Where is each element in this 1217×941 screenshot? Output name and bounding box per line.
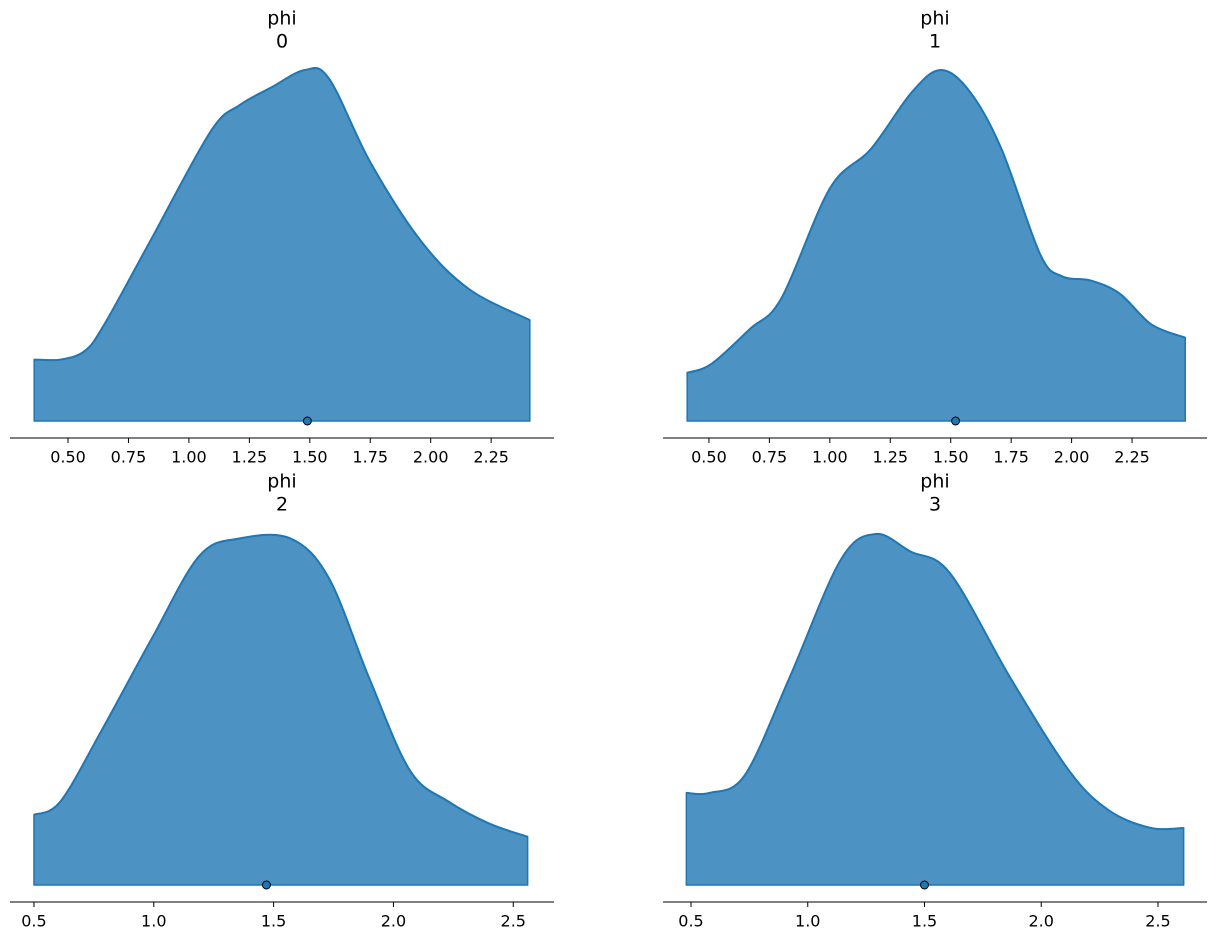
panel-title: phi (267, 471, 296, 493)
x-tick-label: 0.50 (691, 448, 727, 467)
panel-title: phi (920, 8, 949, 30)
x-tick-label: 2.5 (501, 912, 526, 931)
x-tick-label: 0.75 (111, 448, 147, 467)
density-area (33, 67, 531, 422)
x-tick-label: 2.25 (1114, 448, 1150, 467)
point-estimate (919, 880, 929, 890)
x-tick-label: 1.50 (933, 448, 969, 467)
x-tick-label: 1.25 (232, 448, 268, 467)
x-tick-label: 1.0 (795, 912, 820, 931)
x-tick-label: 1.0 (141, 912, 166, 931)
x-tick-label: 2.0 (1029, 912, 1054, 931)
density-line (686, 532, 1184, 831)
panel-subtitle: 3 (929, 494, 941, 516)
density-line (686, 68, 1186, 374)
x-tick-label: 2.00 (1054, 448, 1090, 467)
x-tick-label: 2.25 (473, 448, 509, 467)
x-tick-label: 2.0 (381, 912, 406, 931)
density-line (33, 533, 528, 838)
x-tick-label: 2.5 (1145, 912, 1170, 931)
x-tick-label: 1.00 (812, 448, 848, 467)
density-area (685, 533, 1185, 886)
panel-subtitle: 1 (929, 31, 941, 53)
x-tick-label: 1.5 (261, 912, 286, 931)
point-estimate (951, 416, 961, 426)
x-tick-label: 1.75 (352, 448, 388, 467)
x-tick-label: 0.75 (752, 448, 788, 467)
panel-title: phi (267, 8, 296, 30)
density-area (33, 533, 529, 886)
x-tick-label: 1.75 (993, 448, 1029, 467)
panel-subtitle: 2 (276, 494, 288, 516)
panel-subtitle: 0 (276, 31, 288, 53)
x-tick-label: 1.00 (171, 448, 207, 467)
x-tick-label: 2.00 (413, 448, 449, 467)
x-tick-label: 0.5 (21, 912, 46, 931)
density-line (34, 67, 531, 362)
x-tick-label: 0.5 (678, 912, 703, 931)
x-tick-label: 1.5 (912, 912, 937, 931)
x-tick-label: 1.50 (292, 448, 328, 467)
point-estimate (261, 880, 271, 890)
density-area (686, 69, 1186, 422)
point-estimate (302, 416, 312, 426)
panel-title: phi (920, 471, 949, 493)
x-tick-label: 0.50 (50, 448, 86, 467)
x-tick-label: 1.25 (872, 448, 908, 467)
